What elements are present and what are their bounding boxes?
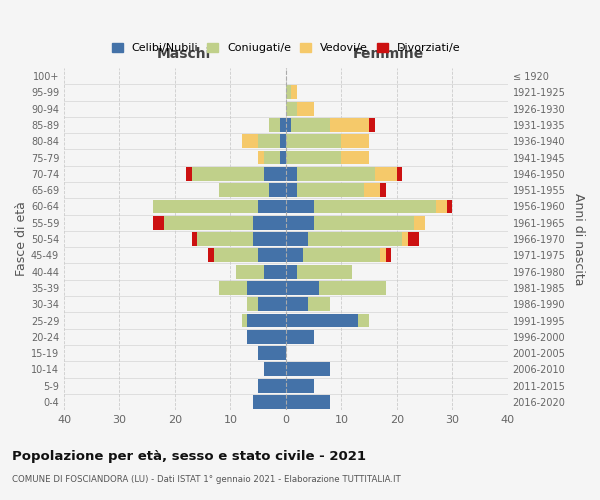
Bar [380, 183, 386, 197]
Bar [286, 264, 297, 278]
Bar [286, 86, 292, 100]
Bar [319, 281, 386, 295]
Bar [286, 232, 308, 246]
Bar [247, 330, 286, 344]
Bar [286, 330, 314, 344]
Bar [153, 200, 258, 213]
Bar [286, 298, 308, 311]
Bar [258, 346, 286, 360]
Bar [286, 183, 297, 197]
Bar [153, 216, 164, 230]
Bar [286, 167, 297, 181]
Bar [302, 248, 380, 262]
Bar [269, 183, 286, 197]
Bar [242, 314, 247, 328]
Bar [413, 216, 425, 230]
Bar [247, 314, 286, 328]
Bar [286, 200, 314, 213]
Bar [397, 167, 403, 181]
Bar [258, 200, 286, 213]
Bar [297, 167, 374, 181]
Text: Popolazione per età, sesso e stato civile - 2021: Popolazione per età, sesso e stato civil… [12, 450, 366, 463]
Bar [191, 232, 197, 246]
Bar [186, 167, 191, 181]
Bar [258, 150, 264, 164]
Bar [197, 232, 253, 246]
Bar [330, 118, 369, 132]
Bar [292, 118, 330, 132]
Bar [286, 216, 314, 230]
Bar [297, 183, 364, 197]
Bar [297, 102, 314, 116]
Y-axis label: Fasce di età: Fasce di età [15, 202, 28, 276]
Bar [280, 118, 286, 132]
Bar [253, 232, 286, 246]
Bar [164, 216, 253, 230]
Text: COMUNE DI FOSCIANDORA (LU) - Dati ISTAT 1° gennaio 2021 - Elaborazione TUTTITALI: COMUNE DI FOSCIANDORA (LU) - Dati ISTAT … [12, 475, 401, 484]
Bar [191, 167, 264, 181]
Bar [341, 150, 369, 164]
Bar [247, 281, 286, 295]
Bar [380, 248, 386, 262]
Bar [286, 314, 358, 328]
Bar [286, 395, 330, 409]
Bar [253, 216, 286, 230]
Bar [214, 248, 258, 262]
Text: Femmine: Femmine [352, 47, 424, 61]
Bar [258, 134, 280, 148]
Bar [297, 264, 352, 278]
Bar [286, 379, 314, 392]
Bar [447, 200, 452, 213]
Bar [408, 232, 419, 246]
Bar [242, 134, 258, 148]
Bar [264, 264, 286, 278]
Bar [236, 264, 264, 278]
Bar [286, 248, 302, 262]
Bar [258, 298, 286, 311]
Bar [253, 395, 286, 409]
Text: Maschi: Maschi [157, 47, 211, 61]
Bar [314, 200, 436, 213]
Bar [208, 248, 214, 262]
Bar [258, 248, 286, 262]
Bar [436, 200, 447, 213]
Bar [341, 134, 369, 148]
Bar [364, 183, 380, 197]
Bar [308, 232, 403, 246]
Y-axis label: Anni di nascita: Anni di nascita [572, 193, 585, 286]
Bar [403, 232, 408, 246]
Bar [286, 118, 292, 132]
Bar [369, 118, 374, 132]
Bar [308, 298, 330, 311]
Bar [220, 281, 247, 295]
Bar [374, 167, 397, 181]
Bar [358, 314, 369, 328]
Bar [258, 379, 286, 392]
Bar [286, 281, 319, 295]
Bar [286, 362, 330, 376]
Bar [286, 134, 341, 148]
Bar [292, 86, 297, 100]
Bar [314, 216, 413, 230]
Bar [264, 150, 280, 164]
Legend: Celibi/Nubili, Coniugati/e, Vedovi/e, Divorziati/e: Celibi/Nubili, Coniugati/e, Vedovi/e, Di… [108, 40, 464, 56]
Bar [280, 150, 286, 164]
Bar [286, 150, 341, 164]
Bar [286, 102, 297, 116]
Bar [269, 118, 280, 132]
Bar [220, 183, 269, 197]
Bar [386, 248, 391, 262]
Bar [264, 362, 286, 376]
Bar [247, 298, 258, 311]
Bar [280, 134, 286, 148]
Bar [264, 167, 286, 181]
